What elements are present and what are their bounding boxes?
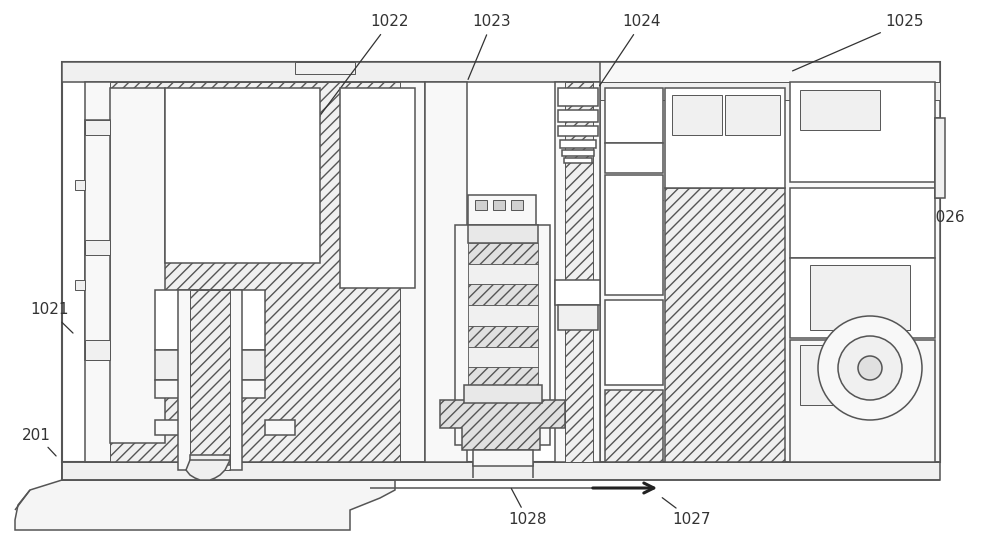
- Bar: [464, 385, 542, 403]
- Bar: [75, 280, 85, 290]
- Bar: [558, 88, 598, 106]
- Bar: [511, 200, 523, 210]
- Bar: [85, 120, 110, 360]
- Bar: [468, 367, 538, 388]
- Bar: [560, 140, 596, 148]
- Bar: [555, 82, 600, 462]
- Bar: [562, 150, 594, 156]
- Bar: [468, 225, 538, 243]
- Text: 1026: 1026: [872, 210, 965, 298]
- Bar: [605, 300, 663, 385]
- Bar: [178, 290, 242, 470]
- Bar: [62, 62, 940, 462]
- Polygon shape: [440, 400, 565, 450]
- Text: 1022: 1022: [270, 15, 409, 183]
- Bar: [75, 180, 85, 190]
- Bar: [468, 326, 538, 346]
- Bar: [295, 62, 355, 74]
- Bar: [565, 82, 593, 462]
- Bar: [468, 243, 538, 264]
- Bar: [468, 264, 538, 285]
- Bar: [85, 340, 110, 360]
- Bar: [558, 126, 598, 136]
- Bar: [600, 82, 940, 100]
- Text: 201: 201: [22, 428, 56, 456]
- Bar: [165, 88, 320, 263]
- Bar: [468, 285, 538, 305]
- Bar: [110, 88, 165, 443]
- Bar: [725, 95, 780, 135]
- Text: 1023: 1023: [468, 15, 511, 80]
- Bar: [155, 420, 185, 435]
- Circle shape: [858, 356, 882, 380]
- Bar: [672, 95, 722, 135]
- Bar: [605, 175, 663, 295]
- Polygon shape: [15, 462, 395, 530]
- Bar: [85, 82, 425, 462]
- Bar: [665, 188, 785, 462]
- Bar: [155, 350, 265, 380]
- Bar: [475, 200, 487, 210]
- Circle shape: [838, 336, 902, 400]
- Bar: [468, 346, 538, 367]
- Bar: [62, 462, 940, 480]
- Bar: [155, 380, 265, 398]
- Bar: [190, 290, 230, 470]
- Bar: [605, 390, 663, 462]
- Bar: [935, 118, 945, 198]
- Bar: [564, 158, 592, 163]
- Circle shape: [818, 316, 922, 420]
- Bar: [605, 88, 663, 143]
- Bar: [468, 305, 538, 326]
- Bar: [265, 420, 295, 435]
- Bar: [555, 280, 600, 305]
- Bar: [493, 200, 505, 210]
- Bar: [455, 225, 550, 445]
- Bar: [190, 455, 230, 465]
- Text: 1021: 1021: [30, 302, 73, 333]
- Bar: [800, 90, 880, 130]
- Bar: [558, 305, 598, 330]
- Bar: [790, 340, 935, 462]
- Bar: [665, 88, 785, 188]
- Bar: [110, 82, 400, 462]
- Bar: [935, 118, 940, 198]
- Bar: [790, 258, 935, 338]
- Bar: [468, 195, 536, 230]
- Bar: [810, 265, 910, 330]
- Text: 1024: 1024: [600, 15, 661, 86]
- Bar: [340, 88, 415, 288]
- Text: 1027: 1027: [662, 498, 711, 527]
- Bar: [155, 290, 265, 350]
- Bar: [605, 143, 663, 173]
- Bar: [473, 450, 533, 466]
- Bar: [800, 345, 860, 405]
- Bar: [85, 240, 110, 255]
- Bar: [85, 120, 110, 135]
- Text: 1028: 1028: [509, 489, 547, 527]
- Bar: [790, 188, 935, 258]
- Bar: [62, 62, 940, 82]
- Bar: [425, 82, 467, 462]
- Bar: [600, 62, 940, 462]
- Bar: [558, 110, 598, 122]
- Bar: [790, 82, 935, 182]
- Polygon shape: [186, 460, 230, 480]
- Text: 1025: 1025: [793, 15, 924, 71]
